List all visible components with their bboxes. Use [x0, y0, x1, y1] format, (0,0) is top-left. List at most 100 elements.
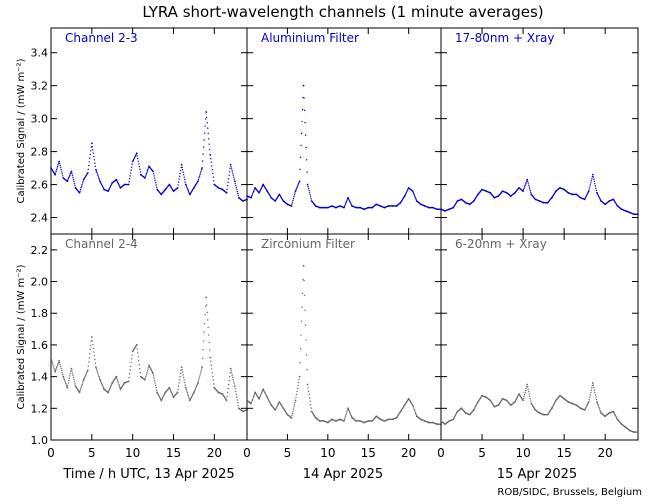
data-point [79, 190, 81, 192]
data-point [62, 175, 64, 177]
data-point [300, 132, 303, 135]
data-point [230, 166, 232, 168]
data-point [299, 348, 302, 350]
data-point [200, 370, 202, 372]
data-point [524, 389, 527, 392]
data-point [345, 413, 347, 416]
data-point [234, 182, 236, 185]
data-point [87, 365, 89, 367]
data-point [591, 173, 594, 176]
data-point [250, 401, 253, 403]
data-point [79, 390, 81, 392]
data-point [208, 143, 210, 145]
panel-label: 6-20nm + Xray [455, 237, 547, 251]
data-point [184, 181, 186, 183]
data-point [194, 389, 196, 391]
data-point [136, 348, 138, 350]
data-point [306, 183, 309, 186]
data-point [65, 384, 68, 386]
panel-r2-c2: Zirconium Filter [246, 233, 442, 441]
data-point [70, 170, 73, 173]
data-point [303, 294, 306, 297]
data-point [524, 184, 526, 187]
x-tick-label: 5 [88, 446, 96, 460]
data-point [67, 384, 69, 387]
data-point [64, 381, 66, 383]
data-point [228, 375, 231, 378]
data-point [99, 380, 102, 382]
data-point [86, 369, 89, 372]
y-tick-label: 2.6 [31, 179, 49, 192]
data-point [80, 385, 83, 387]
data-point [186, 390, 188, 392]
data-point [211, 165, 213, 167]
data-point [71, 370, 73, 372]
data-point [306, 368, 308, 371]
x-axis-date-label: 15 Apr 2025 [497, 467, 577, 482]
data-point [253, 393, 256, 395]
data-point [232, 174, 234, 176]
data-point [183, 376, 185, 379]
data-point [292, 408, 295, 410]
data-point [251, 400, 253, 402]
data-point [213, 180, 215, 182]
data-point [101, 383, 103, 386]
data-point [89, 352, 91, 355]
data-point [203, 322, 206, 325]
data-point [208, 334, 210, 336]
data-point [302, 84, 305, 87]
data-point [412, 405, 414, 408]
data-point [237, 402, 239, 404]
data-point [307, 185, 309, 188]
y-tick-label: 2.2 [31, 244, 49, 257]
data-point [305, 159, 308, 161]
data-point [301, 108, 304, 111]
data-point [178, 382, 180, 384]
data-point [347, 408, 350, 411]
panel-r1-c1: Channel 2-3 [50, 27, 248, 235]
data-point [235, 390, 237, 393]
data-point [599, 410, 602, 413]
panel-label: Zirconium Filter [261, 237, 355, 251]
data-point [236, 399, 239, 401]
data-point [349, 413, 352, 415]
data-point [308, 190, 310, 192]
data-point [88, 161, 90, 163]
data-point [170, 391, 173, 394]
data-point [146, 370, 149, 372]
data-point [594, 391, 596, 394]
data-point [293, 196, 295, 198]
data-point [178, 178, 180, 180]
data-point [411, 404, 414, 407]
data-point [92, 152, 95, 154]
data-point [67, 382, 70, 384]
data-point [147, 366, 150, 369]
data-point [207, 326, 209, 329]
data-point [296, 186, 298, 189]
panel-label: 17-80nm + Xray [455, 31, 554, 45]
data-point [294, 401, 296, 404]
data-point [117, 382, 120, 384]
data-point [184, 381, 186, 384]
data-point [128, 376, 130, 379]
data-point [128, 180, 130, 183]
data-point [118, 385, 121, 387]
data-point [253, 394, 255, 396]
data-point [188, 396, 190, 398]
data-point [186, 187, 188, 189]
data-point [171, 392, 173, 395]
data-point [251, 194, 253, 196]
data-point [100, 382, 103, 385]
data-point [73, 183, 76, 185]
data-point [188, 398, 191, 400]
data-point [202, 153, 204, 155]
data-point [145, 375, 147, 377]
data-point [52, 364, 54, 366]
data-point [231, 374, 233, 376]
data-point [213, 383, 215, 385]
data-point [212, 172, 214, 175]
data-point [177, 181, 180, 183]
data-point [211, 368, 213, 370]
data-point [204, 314, 206, 316]
data-point [100, 381, 102, 383]
